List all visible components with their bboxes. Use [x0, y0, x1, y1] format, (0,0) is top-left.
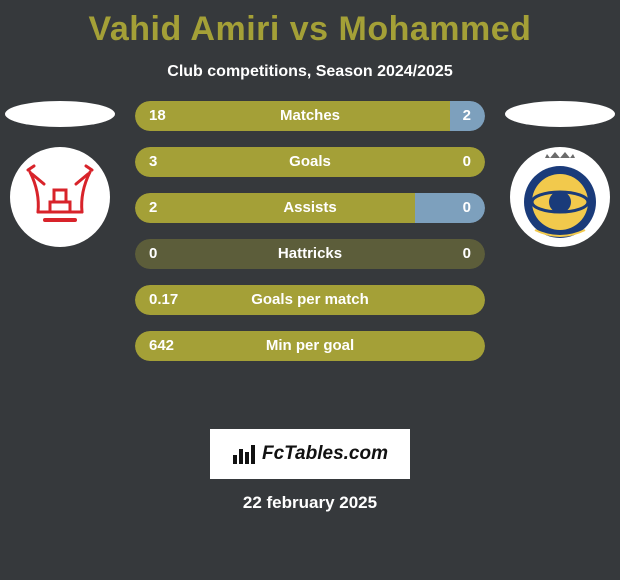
- stat-bar-goals-per-match: 0.17 Goals per match: [135, 285, 485, 315]
- stat-label: Hattricks: [278, 239, 342, 269]
- stat-left-value: 642: [149, 331, 174, 361]
- stat-bars: 18 2 Matches 3 0 Goals 2 0 Assists 0 0 Hattricks 0.1…: [135, 101, 485, 361]
- stat-label: Min per goal: [266, 331, 354, 361]
- brand-badge: FcTables.com: [210, 429, 410, 479]
- bar-right-fill: [415, 193, 485, 223]
- brand-text: FcTables.com: [262, 443, 388, 465]
- left-club-badge: [10, 147, 110, 247]
- bar-left-fill: [135, 193, 415, 223]
- stat-left-value: 3: [149, 147, 157, 177]
- stat-right-value: 2: [463, 101, 471, 131]
- stat-right-value: 0: [463, 239, 471, 269]
- stat-label: Goals per match: [251, 285, 369, 315]
- subtitle: Club competitions, Season 2024/2025: [0, 63, 620, 81]
- stat-bar-goals: 3 0 Goals: [135, 147, 485, 177]
- right-club-badge: [510, 147, 610, 247]
- left-player-column: [0, 101, 120, 247]
- comparison-area: 18 2 Matches 3 0 Goals 2 0 Assists 0 0 Hattricks 0.1…: [0, 101, 620, 401]
- stat-right-value: 0: [463, 193, 471, 223]
- stat-bar-hattricks: 0 0 Hattricks: [135, 239, 485, 269]
- date-text: 22 february 2025: [0, 493, 620, 513]
- right-player-column: [500, 101, 620, 247]
- persepolis-icon: [20, 162, 100, 232]
- stat-left-value: 0: [149, 239, 157, 269]
- stat-right-value: 0: [463, 147, 471, 177]
- stat-bar-min-per-goal: 642 Min per goal: [135, 331, 485, 361]
- stat-left-value: 18: [149, 101, 166, 131]
- left-player-silhouette: [5, 101, 115, 127]
- stat-left-value: 2: [149, 193, 157, 223]
- bar-chart-icon: [232, 443, 256, 465]
- stat-bar-matches: 18 2 Matches: [135, 101, 485, 131]
- stat-label: Goals: [289, 147, 331, 177]
- stat-label: Matches: [280, 101, 340, 131]
- stat-label: Assists: [283, 193, 336, 223]
- right-player-silhouette: [505, 101, 615, 127]
- page-title: Vahid Amiri vs Mohammed: [0, 0, 620, 49]
- stat-bar-assists: 2 0 Assists: [135, 193, 485, 223]
- al-nassr-icon: [515, 152, 605, 242]
- stat-left-value: 0.17: [149, 285, 178, 315]
